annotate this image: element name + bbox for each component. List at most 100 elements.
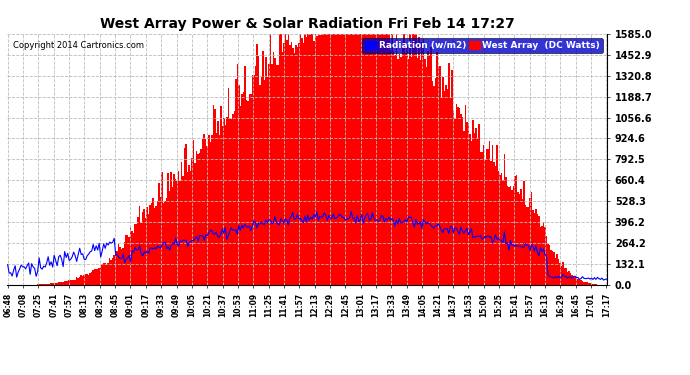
Bar [508, 187, 510, 285]
Bar [415, 34, 417, 285]
Bar [261, 77, 262, 285]
Bar [409, 34, 411, 285]
Bar [292, 48, 293, 285]
Bar [244, 66, 246, 285]
Bar [121, 249, 122, 285]
Bar [315, 34, 316, 285]
Bar [37, 284, 39, 285]
Bar [343, 34, 344, 285]
Bar [223, 118, 224, 285]
Bar [464, 105, 466, 285]
Bar [364, 34, 366, 285]
Bar [559, 263, 561, 285]
Bar [373, 34, 375, 285]
Bar [265, 57, 266, 285]
Bar [322, 34, 324, 285]
Bar [381, 34, 382, 285]
Bar [372, 34, 373, 285]
Bar [310, 34, 312, 285]
Bar [215, 134, 217, 285]
Bar [133, 232, 135, 285]
Bar [95, 269, 97, 285]
Bar [379, 34, 381, 285]
Bar [232, 114, 233, 285]
Bar [135, 224, 136, 285]
Bar [386, 34, 388, 285]
Bar [85, 274, 86, 285]
Bar [239, 106, 241, 285]
Bar [43, 284, 44, 285]
Bar [109, 258, 110, 285]
Bar [579, 279, 580, 285]
Bar [361, 34, 362, 285]
Bar [546, 236, 547, 285]
Bar [489, 141, 490, 285]
Bar [219, 135, 220, 285]
Bar [282, 51, 283, 285]
Bar [535, 210, 537, 285]
Bar [241, 94, 242, 285]
Bar [436, 52, 437, 285]
Bar [553, 252, 555, 285]
Bar [81, 275, 82, 285]
Bar [357, 34, 358, 285]
Bar [574, 277, 575, 285]
Bar [439, 66, 441, 285]
Bar [399, 54, 400, 285]
Bar [154, 208, 155, 285]
Bar [48, 284, 49, 285]
Bar [283, 44, 284, 285]
Bar [514, 176, 515, 285]
Bar [359, 34, 361, 285]
Bar [104, 263, 106, 285]
Bar [578, 279, 579, 285]
Bar [580, 280, 582, 285]
Bar [335, 34, 337, 285]
Bar [444, 91, 445, 285]
Bar [499, 175, 501, 285]
Bar [275, 65, 277, 285]
Bar [238, 85, 239, 285]
Bar [192, 158, 193, 285]
Bar [53, 282, 55, 285]
Bar [528, 207, 529, 285]
Bar [221, 126, 223, 285]
Bar [204, 134, 205, 285]
Bar [473, 133, 475, 285]
Bar [173, 174, 175, 285]
Bar [366, 34, 367, 285]
Bar [457, 107, 459, 285]
Bar [79, 277, 81, 285]
Bar [344, 34, 346, 285]
Bar [279, 34, 280, 285]
Bar [552, 251, 553, 285]
Bar [298, 43, 299, 285]
Bar [385, 34, 386, 285]
Bar [571, 275, 573, 285]
Bar [312, 34, 313, 285]
Bar [484, 160, 486, 285]
Bar [453, 110, 454, 285]
Bar [178, 171, 179, 285]
Bar [442, 78, 444, 285]
Bar [52, 284, 53, 285]
Bar [266, 77, 268, 285]
Bar [92, 270, 94, 285]
Bar [160, 197, 161, 285]
Bar [593, 284, 595, 285]
Bar [196, 150, 197, 285]
Bar [526, 207, 528, 285]
Bar [164, 201, 166, 285]
Bar [595, 284, 597, 285]
Bar [501, 173, 502, 285]
Bar [115, 252, 117, 285]
Bar [295, 45, 297, 285]
Bar [184, 148, 186, 285]
Bar [70, 280, 72, 285]
Bar [280, 34, 282, 285]
Bar [524, 205, 526, 285]
Bar [271, 64, 273, 285]
Bar [522, 199, 523, 285]
Bar [445, 85, 446, 285]
Legend: Radiation (w/m2), West Array  (DC Watts): Radiation (w/m2), West Array (DC Watts) [362, 38, 602, 53]
